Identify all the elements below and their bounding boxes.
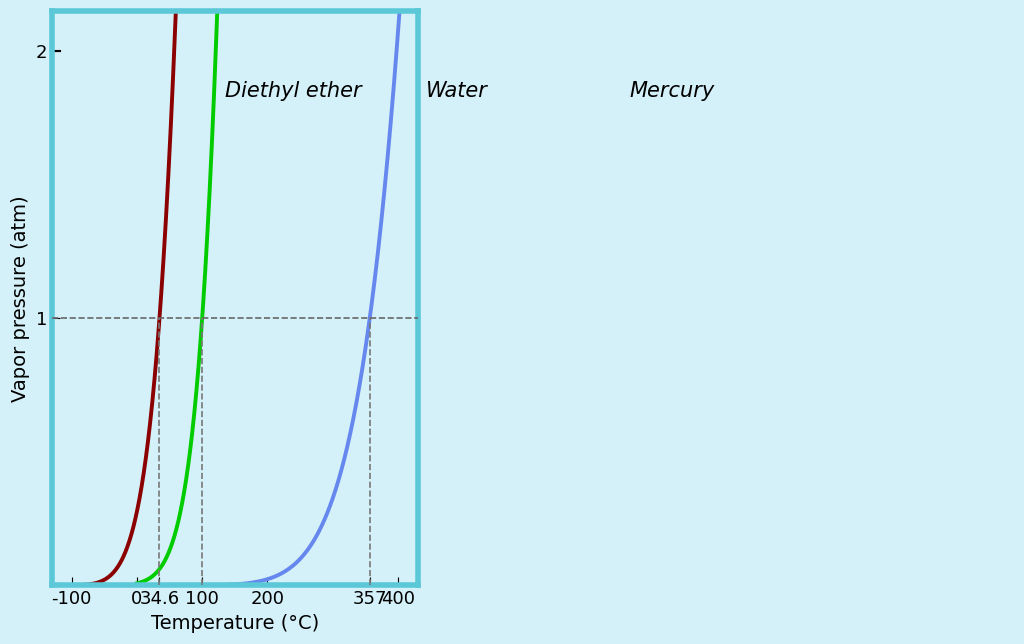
- Text: Diethyl ether: Diethyl ether: [225, 81, 361, 101]
- X-axis label: Temperature (°C): Temperature (°C): [151, 614, 318, 633]
- Text: Mercury: Mercury: [630, 81, 715, 101]
- Text: Water: Water: [426, 81, 487, 101]
- Y-axis label: Vapor pressure (atm): Vapor pressure (atm): [11, 195, 30, 402]
